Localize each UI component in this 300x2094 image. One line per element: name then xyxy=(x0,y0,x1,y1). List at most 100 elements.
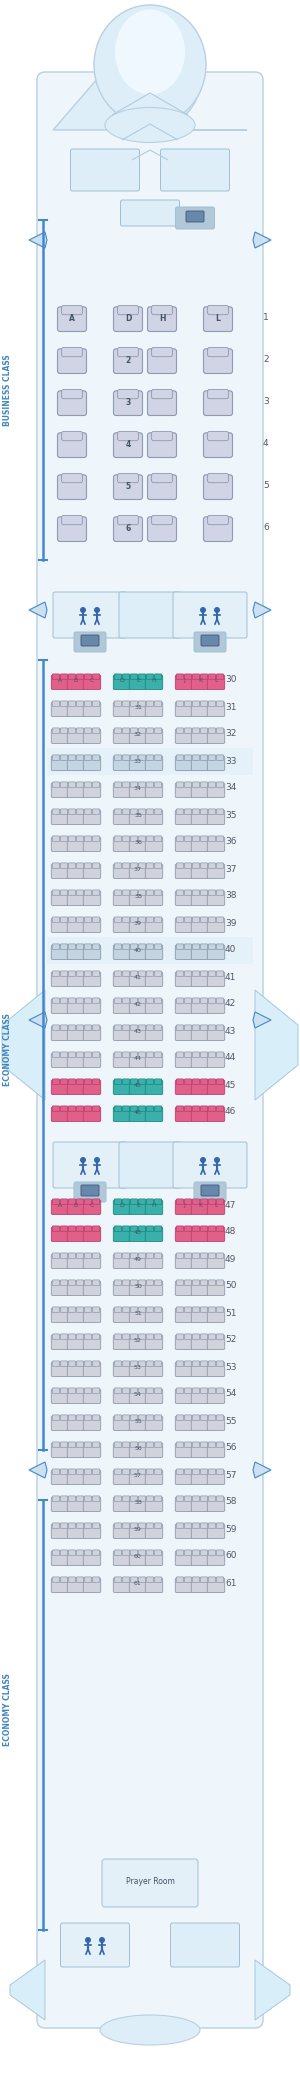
FancyBboxPatch shape xyxy=(118,306,138,314)
FancyBboxPatch shape xyxy=(146,1550,154,1556)
FancyBboxPatch shape xyxy=(113,1470,131,1485)
FancyBboxPatch shape xyxy=(52,756,60,760)
FancyBboxPatch shape xyxy=(200,917,208,923)
FancyBboxPatch shape xyxy=(145,1336,163,1349)
FancyBboxPatch shape xyxy=(154,1078,162,1085)
FancyBboxPatch shape xyxy=(191,1309,209,1323)
FancyBboxPatch shape xyxy=(76,1416,84,1420)
FancyBboxPatch shape xyxy=(200,1388,208,1393)
FancyBboxPatch shape xyxy=(207,1200,225,1215)
FancyBboxPatch shape xyxy=(122,1024,130,1030)
FancyBboxPatch shape xyxy=(138,1078,146,1085)
FancyBboxPatch shape xyxy=(114,863,122,869)
Text: D: D xyxy=(120,678,124,683)
FancyBboxPatch shape xyxy=(68,756,76,760)
FancyBboxPatch shape xyxy=(83,1363,101,1376)
FancyBboxPatch shape xyxy=(176,1577,184,1583)
FancyBboxPatch shape xyxy=(184,1361,192,1367)
FancyBboxPatch shape xyxy=(83,783,101,798)
FancyBboxPatch shape xyxy=(208,890,216,896)
FancyBboxPatch shape xyxy=(203,308,232,331)
FancyBboxPatch shape xyxy=(154,1550,162,1556)
FancyBboxPatch shape xyxy=(84,701,92,706)
FancyBboxPatch shape xyxy=(84,1078,92,1085)
FancyBboxPatch shape xyxy=(113,1309,131,1323)
FancyBboxPatch shape xyxy=(207,1388,225,1403)
FancyBboxPatch shape xyxy=(176,1279,184,1286)
FancyBboxPatch shape xyxy=(92,1225,100,1231)
FancyBboxPatch shape xyxy=(191,674,209,689)
FancyBboxPatch shape xyxy=(83,865,101,879)
FancyBboxPatch shape xyxy=(84,1468,92,1474)
FancyBboxPatch shape xyxy=(216,1279,224,1286)
FancyBboxPatch shape xyxy=(68,1495,76,1501)
FancyBboxPatch shape xyxy=(146,972,154,976)
FancyBboxPatch shape xyxy=(191,756,209,771)
FancyBboxPatch shape xyxy=(51,1497,69,1512)
FancyBboxPatch shape xyxy=(58,350,86,373)
FancyBboxPatch shape xyxy=(216,808,224,815)
FancyBboxPatch shape xyxy=(154,1200,162,1204)
FancyBboxPatch shape xyxy=(192,1106,200,1112)
FancyBboxPatch shape xyxy=(84,729,92,733)
FancyBboxPatch shape xyxy=(76,836,84,842)
FancyBboxPatch shape xyxy=(129,1081,147,1095)
FancyBboxPatch shape xyxy=(114,890,122,896)
Text: 56: 56 xyxy=(225,1443,236,1453)
Text: B: B xyxy=(74,678,78,683)
FancyBboxPatch shape xyxy=(184,917,192,923)
FancyBboxPatch shape xyxy=(60,1051,68,1057)
FancyBboxPatch shape xyxy=(203,392,232,415)
FancyBboxPatch shape xyxy=(114,1200,122,1204)
FancyBboxPatch shape xyxy=(208,1252,216,1258)
Text: 55: 55 xyxy=(134,1420,142,1424)
FancyBboxPatch shape xyxy=(173,1141,247,1187)
FancyBboxPatch shape xyxy=(129,1254,147,1269)
Polygon shape xyxy=(253,601,271,618)
FancyBboxPatch shape xyxy=(175,1579,193,1591)
Circle shape xyxy=(94,607,100,614)
FancyBboxPatch shape xyxy=(207,1363,225,1376)
FancyBboxPatch shape xyxy=(208,1577,216,1583)
FancyBboxPatch shape xyxy=(200,1225,208,1231)
Text: 50: 50 xyxy=(225,1282,236,1290)
FancyBboxPatch shape xyxy=(67,944,85,959)
FancyBboxPatch shape xyxy=(192,1279,200,1286)
FancyBboxPatch shape xyxy=(83,1254,101,1269)
FancyBboxPatch shape xyxy=(114,1334,122,1340)
FancyBboxPatch shape xyxy=(145,1282,163,1296)
FancyBboxPatch shape xyxy=(113,1497,131,1512)
FancyBboxPatch shape xyxy=(175,729,193,743)
FancyBboxPatch shape xyxy=(129,1026,147,1041)
FancyBboxPatch shape xyxy=(145,972,163,986)
FancyBboxPatch shape xyxy=(175,1309,193,1323)
FancyBboxPatch shape xyxy=(184,1388,192,1393)
Text: 54: 54 xyxy=(134,1393,142,1397)
Text: 44: 44 xyxy=(134,1055,142,1062)
FancyBboxPatch shape xyxy=(84,1279,92,1286)
FancyBboxPatch shape xyxy=(60,972,68,976)
FancyBboxPatch shape xyxy=(145,1470,163,1485)
FancyBboxPatch shape xyxy=(114,1495,122,1501)
FancyBboxPatch shape xyxy=(84,1550,92,1556)
FancyBboxPatch shape xyxy=(203,517,232,542)
FancyBboxPatch shape xyxy=(53,593,127,639)
FancyBboxPatch shape xyxy=(191,1026,209,1041)
FancyBboxPatch shape xyxy=(51,1443,69,1457)
FancyBboxPatch shape xyxy=(146,1334,154,1340)
FancyBboxPatch shape xyxy=(130,1550,138,1556)
FancyBboxPatch shape xyxy=(60,1522,68,1529)
FancyBboxPatch shape xyxy=(68,1106,76,1112)
FancyBboxPatch shape xyxy=(83,1524,101,1539)
FancyBboxPatch shape xyxy=(203,350,232,373)
FancyBboxPatch shape xyxy=(122,1252,130,1258)
FancyBboxPatch shape xyxy=(152,515,172,526)
FancyBboxPatch shape xyxy=(113,1579,131,1591)
FancyBboxPatch shape xyxy=(76,781,84,787)
FancyBboxPatch shape xyxy=(138,1225,146,1231)
FancyBboxPatch shape xyxy=(173,593,247,639)
FancyBboxPatch shape xyxy=(92,999,100,1003)
FancyBboxPatch shape xyxy=(68,1334,76,1340)
FancyBboxPatch shape xyxy=(200,1051,208,1057)
FancyBboxPatch shape xyxy=(122,1225,130,1231)
